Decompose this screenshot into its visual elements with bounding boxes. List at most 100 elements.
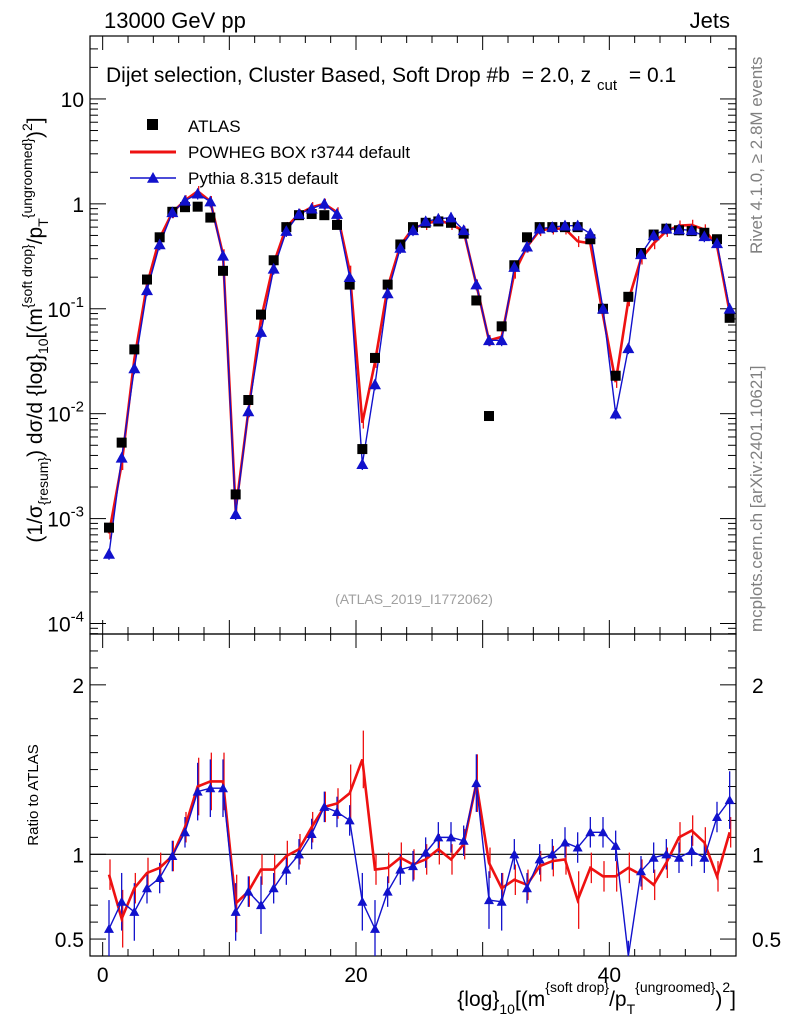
pythia-point bbox=[141, 284, 153, 296]
ratio-pythia-point bbox=[205, 783, 216, 793]
ratio-pythia-point bbox=[142, 883, 152, 893]
atlas-point bbox=[610, 370, 621, 381]
pythia-point bbox=[457, 224, 470, 236]
atlas-point bbox=[471, 295, 482, 306]
axes: 0 20 40 10-4 10-3 10-2 10-1 1 10 0.5 0.5 1 1 2 2 bbox=[47, 36, 781, 987]
pythia-point bbox=[711, 237, 723, 249]
plot-title-main: Dijet selection, Cluster Based, Soft Dro… bbox=[106, 64, 510, 87]
pythia-point bbox=[217, 249, 229, 261]
plot-title-cutval: = 0.1 bbox=[629, 64, 676, 87]
ratio-pythia-point bbox=[585, 827, 596, 837]
ratio-pythia-point bbox=[154, 873, 165, 883]
ratio-frame bbox=[89, 633, 737, 957]
ratio-pythia-point bbox=[572, 842, 583, 852]
atlas-point bbox=[116, 437, 127, 448]
pythia-point bbox=[508, 261, 521, 272]
ratio-pythia-point bbox=[724, 795, 735, 805]
pythia-point bbox=[280, 225, 293, 236]
ratio-pythia-point bbox=[547, 849, 558, 859]
pythia-point bbox=[369, 378, 381, 390]
ratio-pythia-point bbox=[104, 923, 114, 933]
atlas-point bbox=[129, 344, 140, 355]
main-frame bbox=[89, 35, 737, 635]
ratio-pythia-point bbox=[306, 828, 317, 838]
ratio-pythia-point bbox=[408, 861, 418, 871]
atlas-point bbox=[192, 201, 203, 212]
ratio-pythia-point bbox=[319, 801, 330, 811]
plot-title-eq: = 2.0, z bbox=[522, 64, 591, 87]
atlas-point bbox=[585, 234, 596, 245]
ratio-pythia-point bbox=[167, 851, 178, 861]
pythia-point bbox=[407, 224, 419, 236]
legend-label: ATLAS bbox=[188, 117, 241, 136]
pythia-point bbox=[597, 302, 609, 314]
ratio-pythia-point bbox=[458, 835, 469, 845]
atlas-point bbox=[370, 352, 380, 363]
y-tick-label: 10-4 bbox=[47, 609, 84, 637]
x-tick-label: 0 bbox=[97, 964, 109, 987]
ratio-pythia-point bbox=[509, 849, 520, 859]
ratio-y-tick-label: 2 bbox=[72, 675, 84, 698]
atlas-point bbox=[306, 209, 317, 220]
atlas-point bbox=[446, 217, 456, 228]
xlabel-T: T bbox=[627, 1001, 636, 1017]
ratio-pythia-point bbox=[484, 895, 494, 905]
ratio-y-tick-label-right: 1 bbox=[752, 844, 764, 867]
pythia-point bbox=[495, 334, 508, 346]
ratio-pythia-point bbox=[648, 852, 659, 862]
ylabel-T: T bbox=[35, 218, 51, 227]
y-tick-label: 10-3 bbox=[47, 504, 84, 532]
pythia-point bbox=[419, 215, 432, 227]
ratio-pythia-point bbox=[636, 866, 646, 876]
ratio-pythia-point bbox=[344, 815, 355, 825]
ratio-pythia-point bbox=[268, 883, 279, 893]
pythia-point bbox=[571, 219, 584, 231]
header-left: 13000 GeV pp bbox=[104, 8, 246, 33]
xlabel-10: 10 bbox=[499, 1001, 515, 1017]
analysis-tag: (ATLAS_2019_I1772062) bbox=[335, 591, 493, 607]
ratio-pythia-point bbox=[446, 832, 456, 842]
atlas-point bbox=[256, 309, 266, 320]
ylabel-ungroomed: {ungroomed} bbox=[19, 138, 35, 219]
pythia-point bbox=[356, 458, 369, 469]
atlas-point bbox=[218, 265, 228, 276]
pythia-point bbox=[660, 222, 673, 234]
y-tick-label: 10-1 bbox=[47, 294, 84, 322]
pythia-point bbox=[546, 221, 559, 232]
pythia-point bbox=[267, 262, 280, 274]
atlas-point bbox=[154, 232, 165, 243]
pythia-point bbox=[673, 223, 685, 235]
y-tick-label: 1 bbox=[72, 194, 84, 217]
ratio-pythia-point bbox=[230, 906, 241, 916]
ratio-pythia-point bbox=[496, 896, 507, 906]
pythia-point bbox=[609, 407, 622, 419]
pythia-point bbox=[432, 212, 445, 224]
series-line bbox=[107, 189, 731, 534]
pythia-point bbox=[153, 238, 166, 250]
pythia-point bbox=[647, 229, 660, 241]
atlas-point bbox=[724, 312, 735, 323]
ratio-pythia-point bbox=[129, 906, 140, 916]
ratio-pythia-point bbox=[332, 806, 342, 816]
mcplots-label: mcplots.cern.ch [arXiv:2401.10621] bbox=[747, 366, 766, 632]
ratio-pythia-point bbox=[357, 896, 368, 906]
pythia-point bbox=[115, 451, 128, 463]
pythia-point bbox=[166, 206, 179, 218]
pythia-point bbox=[293, 208, 305, 219]
pythia-point bbox=[521, 240, 533, 252]
ratio-pythia-point bbox=[370, 923, 380, 933]
ratio-pythia-point bbox=[534, 854, 545, 864]
ratio-pythia-point bbox=[180, 827, 190, 837]
atlas-point bbox=[243, 395, 254, 406]
plot-title-cut: cut bbox=[597, 77, 618, 94]
x-axis-label: {log}10[(m{soft drop}/pT{ungroomed})2] bbox=[457, 979, 736, 1017]
ylabel-softdrop: {soft drop} bbox=[19, 244, 35, 308]
ratio-pythia-point bbox=[598, 827, 608, 837]
ratio-pythia-point bbox=[522, 883, 532, 893]
ratio-line bbox=[108, 782, 731, 957]
atlas-point bbox=[104, 522, 114, 533]
ratio-pythia-point bbox=[281, 864, 292, 874]
ratio-y-tick-label: 0.5 bbox=[55, 929, 84, 952]
legend-marker-triangle bbox=[147, 172, 159, 183]
x-tick-label: 20 bbox=[344, 964, 367, 987]
